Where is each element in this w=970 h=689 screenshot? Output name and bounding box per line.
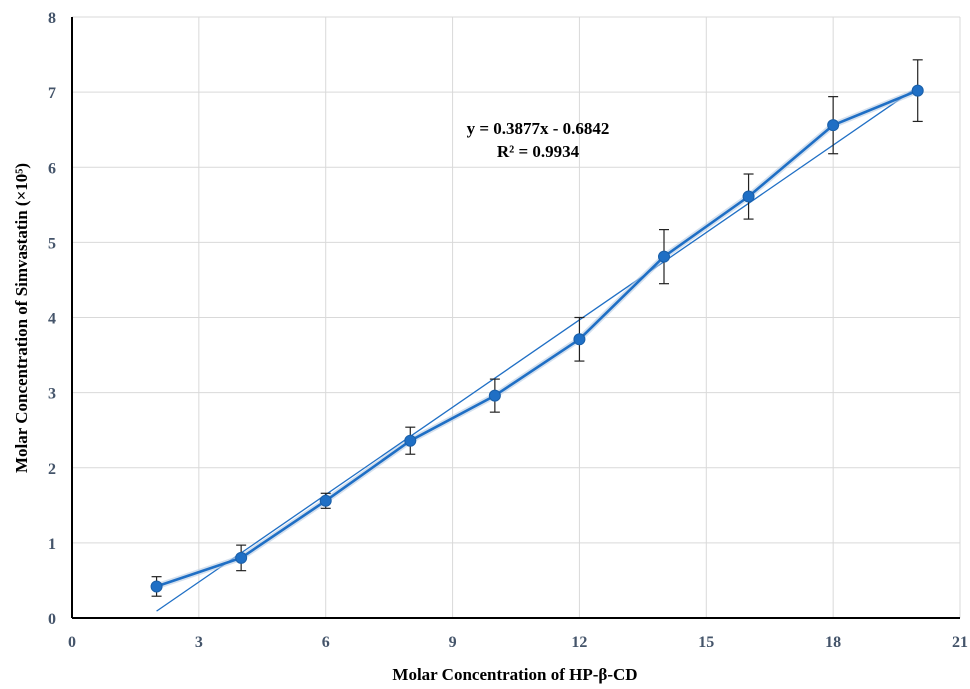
r-squared-label: R² = 0.9934 — [497, 142, 580, 161]
series-line — [156, 89, 919, 588]
data-point — [235, 551, 248, 564]
data-point — [150, 580, 163, 593]
y-tick-label: 8 — [48, 10, 56, 27]
x-tick-label: 6 — [322, 634, 330, 651]
x-axis-title: Molar Concentration of HP-β-CD — [392, 665, 637, 684]
data-point — [319, 494, 332, 507]
y-tick-label: 1 — [48, 536, 56, 553]
y-tick-label: 0 — [48, 611, 56, 628]
x-tick-label: 21 — [952, 634, 968, 651]
series-layer — [155, 87, 919, 590]
trendline-equation: y = 0.3877x - 0.6842 — [467, 119, 610, 138]
data-point — [911, 84, 924, 97]
data-point — [658, 250, 670, 263]
data-point — [488, 389, 501, 402]
axes — [71, 17, 960, 619]
y-tick-label: 5 — [48, 235, 56, 252]
data-point — [827, 119, 840, 132]
data-points — [150, 84, 924, 593]
x-tick-label: 12 — [571, 634, 587, 651]
error-bars — [151, 59, 923, 597]
x-tick-label: 0 — [68, 634, 76, 651]
y-tick-label: 3 — [48, 386, 56, 403]
data-point — [573, 333, 586, 346]
x-tick-label: 15 — [698, 634, 714, 651]
x-tick-label: 18 — [825, 634, 841, 651]
y-tick-label: 6 — [48, 160, 56, 177]
x-tick-label: 9 — [449, 634, 457, 651]
y-tick-label: 4 — [48, 311, 56, 328]
data-point — [742, 190, 755, 203]
trendline — [156, 86, 919, 612]
y-tick-label: 2 — [48, 461, 56, 478]
y-tick-label: 7 — [48, 85, 56, 102]
x-tick-label: 3 — [195, 634, 203, 651]
trendline-layer — [156, 86, 919, 612]
data-point — [404, 434, 417, 447]
y-axis-title: Molar Concentration of Simvastatin (×10⁵… — [12, 163, 31, 473]
gridlines — [72, 16, 961, 618]
